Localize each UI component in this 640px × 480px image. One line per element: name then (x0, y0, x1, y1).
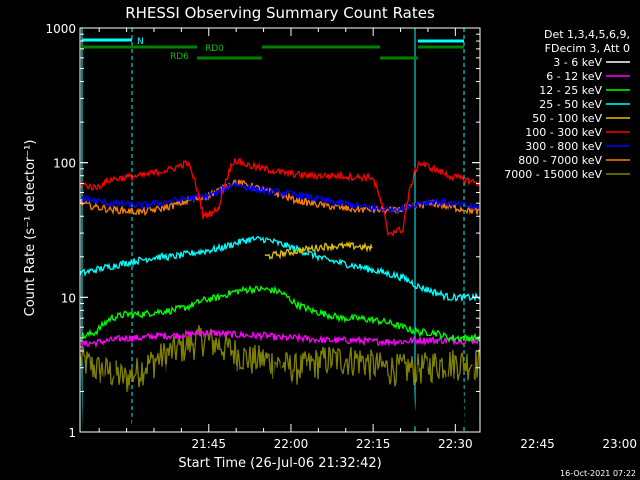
bar-n-label: N (137, 37, 144, 47)
y-axis-label: Count Rate (s⁻¹ detector⁻¹) (23, 140, 38, 317)
x-tick-label: 22:45 (520, 437, 555, 451)
legend-entry-label: 800 - 7000 keV (518, 154, 602, 167)
series-line (79, 180, 481, 214)
y-tick-label: 100 (53, 157, 76, 171)
x-tick-label: 22:15 (356, 437, 391, 451)
series-line (79, 157, 481, 237)
bar-rd6-label: RD6 (170, 52, 189, 62)
legend-entry-label: 25 - 50 keV (539, 98, 602, 111)
top-status-bars: N RD0 RD6 (82, 37, 464, 62)
x-tick-label: 21:45 (191, 437, 226, 451)
y-tick-label: 1000 (45, 22, 76, 36)
legend-entry-label: 300 - 800 keV (525, 140, 602, 153)
series-line (79, 178, 481, 217)
legend-entry-label: 12 - 25 keV (539, 84, 602, 97)
series-line (79, 329, 481, 349)
series-50-100-kev (264, 240, 373, 261)
series-800-7000-kev (79, 178, 481, 217)
series-7000-15000-kev (79, 325, 481, 392)
legend-entry-label: 3 - 6 keV (553, 56, 602, 69)
series-6-12-kev (79, 329, 481, 349)
x-axis-label: Start Time (26-Jul-06 21:32:42) (178, 456, 381, 471)
bar-rd0-label: RD0 (205, 44, 224, 54)
x-tick-label: 22:00 (274, 437, 309, 451)
series-300-800-kev (79, 180, 481, 214)
series-line (264, 240, 373, 261)
legend-header: FDecim 3, Att 0 (545, 42, 630, 55)
series-line (80, 284, 481, 344)
legend-entry-label: 6 - 12 keV (546, 70, 602, 83)
axes: 1 10 100 1000 21:45 22:00 22:15 22:30 22:45 23:00 (45, 22, 637, 451)
x-tick-label: 22:30 (438, 437, 473, 451)
series-3-6-kev (79, 359, 481, 434)
series-25-50-kev (79, 235, 481, 303)
legend: Det 1,3,4,5,6,9,FDecim 3, Att 03 - 6 keV… (504, 28, 630, 181)
plot-frame (79, 27, 481, 433)
chart-title: RHESSI Observing Summary Count Rates (125, 4, 435, 22)
y-tick-label: 10 (61, 291, 76, 305)
y-tick-label: 1 (68, 426, 76, 440)
series-group (79, 157, 481, 434)
legend-entry-label: 7000 - 15000 keV (504, 168, 602, 181)
legend-entry-label: 50 - 100 keV (532, 112, 602, 125)
series-line (79, 325, 481, 392)
legend-entry-label: 100 - 300 keV (525, 126, 602, 139)
legend-header: Det 1,3,4,5,6,9, (544, 28, 630, 41)
series-100-300-kev (79, 157, 481, 237)
x-tick-label: 23:00 (602, 437, 637, 451)
series-12-25-kev (80, 284, 481, 344)
series-line (79, 359, 481, 434)
timestamp: 16-Oct-2021 07:22 (560, 469, 636, 478)
series-line (79, 235, 481, 303)
